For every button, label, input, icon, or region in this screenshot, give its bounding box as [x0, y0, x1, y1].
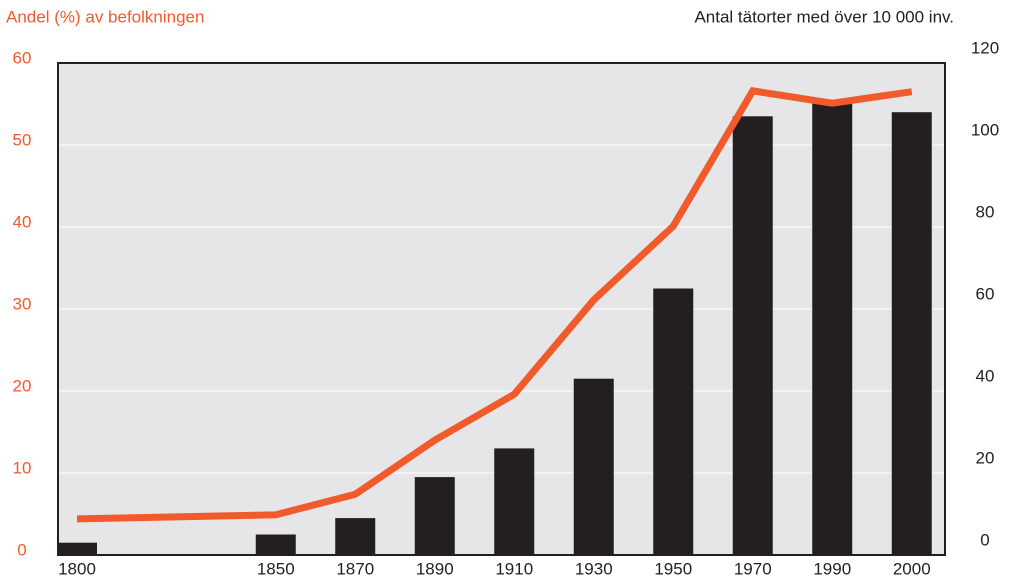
y2-tick-label: 120 [971, 38, 999, 57]
x-tick-label: 1910 [495, 559, 533, 578]
y2-tick-label: 60 [976, 284, 995, 303]
x-tick-label: 2000 [893, 559, 931, 578]
y2-tick-label: 100 [971, 120, 999, 139]
y-tick-label: 10 [13, 458, 32, 477]
y-axis-title: Andel (%) av befolkningen [6, 7, 204, 26]
x-tick-label: 1870 [336, 559, 374, 578]
bar [335, 518, 375, 555]
y2-tick-label: 40 [976, 366, 995, 385]
bar [574, 379, 614, 555]
y-tick-label: 60 [13, 48, 32, 67]
y2-axis-title: Antal tätorter med över 10 000 inv. [694, 7, 954, 26]
x-tick-label: 1990 [813, 559, 851, 578]
bar [733, 116, 773, 555]
y-tick-label: 30 [13, 294, 32, 313]
bar [415, 477, 455, 555]
x-tick-label: 1850 [257, 559, 295, 578]
bar [653, 289, 693, 556]
bar [812, 100, 852, 555]
page: Andel (%) av befolkningen Antal tätorter… [0, 0, 1013, 581]
y2-tick-label: 0 [980, 530, 989, 549]
bar [256, 535, 296, 556]
x-tick-label: 1890 [416, 559, 454, 578]
y-tick-label: 0 [17, 540, 26, 559]
x-tick-label: 1970 [734, 559, 772, 578]
y-tick-label: 40 [13, 212, 32, 231]
y2-tick-label: 80 [976, 202, 995, 221]
y-tick-label: 50 [13, 130, 32, 149]
bar [57, 543, 97, 555]
chart: Andel (%) av befolkningen Antal tätorter… [0, 0, 1013, 581]
bar [892, 112, 932, 555]
x-tick-label: 1800 [58, 559, 96, 578]
x-tick-label: 1950 [654, 559, 692, 578]
y2-tick-label: 20 [976, 448, 995, 467]
y-tick-label: 20 [13, 376, 32, 395]
x-tick-label: 1930 [575, 559, 613, 578]
bar [494, 448, 534, 555]
